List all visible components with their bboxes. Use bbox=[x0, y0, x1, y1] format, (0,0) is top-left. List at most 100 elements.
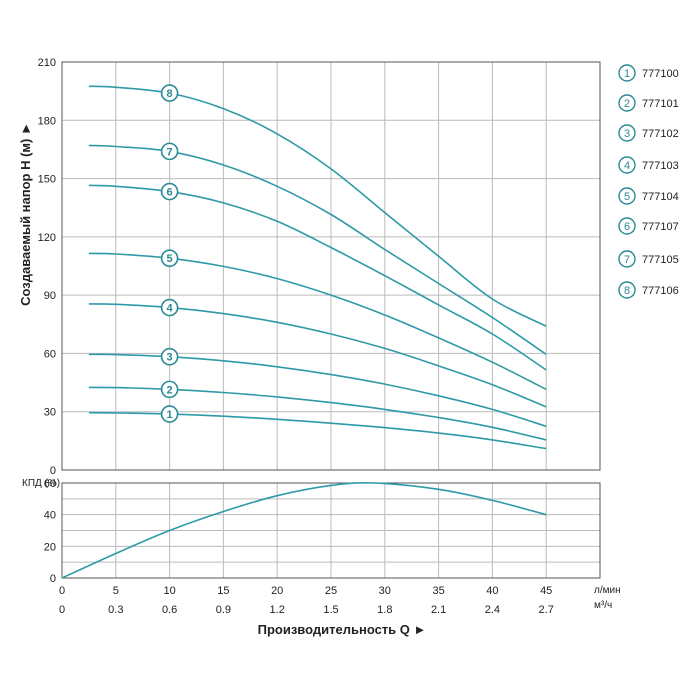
curve-marker-circle bbox=[160, 249, 179, 268]
head-y-tick-label: 30 bbox=[44, 407, 56, 419]
efficiency-y-tick-label: 60 bbox=[44, 478, 56, 490]
x-tick-label-secondary: 1.2 bbox=[270, 604, 285, 616]
x-tick-label-secondary: 2.1 bbox=[431, 604, 446, 616]
curve-marker-circle bbox=[160, 182, 179, 201]
head-curve-777101 bbox=[88, 386, 547, 441]
efficiency-y-tick-label: 40 bbox=[44, 510, 56, 522]
x-tick-label-secondary: 1.5 bbox=[323, 604, 338, 616]
curve-marker-label: 1 bbox=[167, 409, 173, 421]
curve-marker-circle bbox=[160, 380, 179, 399]
legend-entry-777106: 777106 bbox=[642, 285, 679, 297]
x-tick-label-primary: 45 bbox=[540, 585, 552, 597]
head-panel-frame bbox=[61, 61, 601, 471]
efficiency-curve bbox=[61, 481, 547, 579]
x-tick-label-primary: 15 bbox=[217, 585, 229, 597]
x-tick-label-secondary: 0 bbox=[59, 604, 65, 616]
curve-marker-label: 3 bbox=[167, 352, 173, 364]
x-tick-label-secondary: 0.9 bbox=[216, 604, 231, 616]
legend-entry-777107: 777107 bbox=[642, 221, 679, 233]
head-curve-777106 bbox=[88, 85, 547, 327]
legend-marker-circle bbox=[618, 124, 636, 142]
efficiency-axis-title: КПД (%) bbox=[22, 478, 60, 489]
x-tick-label-secondary: 0.6 bbox=[162, 604, 177, 616]
legend-marker-circle bbox=[618, 94, 636, 112]
x-tick-label-secondary: 2.7 bbox=[539, 604, 554, 616]
legend-marker-label: 6 bbox=[624, 221, 630, 233]
head-curves bbox=[88, 85, 547, 450]
efficiency-panel-frame bbox=[61, 482, 601, 579]
legend-entry-777102: 777102 bbox=[642, 128, 679, 140]
curve-marker-label: 2 bbox=[167, 384, 173, 396]
head-y-tick-label: 60 bbox=[44, 348, 56, 360]
legend-marker-label: 7 bbox=[624, 254, 630, 266]
efficiency-y-tick-label: 0 bbox=[50, 573, 56, 585]
x-tick-label-primary: 10 bbox=[163, 585, 175, 597]
legend-entry-777101: 777101 bbox=[642, 98, 679, 110]
curve-marker-label: 5 bbox=[167, 253, 173, 265]
x-tick-label-primary: 20 bbox=[271, 585, 283, 597]
head-curve-777104 bbox=[88, 252, 547, 391]
legend-marker-label: 8 bbox=[624, 285, 630, 297]
head-curve-777107 bbox=[88, 184, 547, 371]
curve-marker-label: 4 bbox=[167, 303, 174, 315]
x-tick-label-primary: 40 bbox=[486, 585, 498, 597]
efficiency-panel: 0 20 40 60 bbox=[44, 478, 601, 585]
legend-marker-circle bbox=[618, 281, 636, 299]
head-y-tick-label: 120 bbox=[38, 232, 56, 244]
efficiency-y-tick-label: 20 bbox=[44, 541, 56, 553]
head-y-ticks: 0 30 60 90 120 150 180 210 bbox=[38, 57, 56, 477]
legend-entry-777105: 777105 bbox=[642, 254, 679, 266]
x-unit-secondary: м³/ч bbox=[594, 600, 612, 611]
x-tick-label-secondary: 2.4 bbox=[485, 604, 500, 616]
head-y-tick-label: 0 bbox=[50, 465, 56, 477]
head-curve-777102 bbox=[88, 353, 547, 428]
head-curve-777105 bbox=[88, 144, 547, 356]
legend-marker-label: 5 bbox=[624, 191, 630, 203]
curve-marker-circle bbox=[160, 142, 179, 161]
x-tick-label-primary: 30 bbox=[379, 585, 391, 597]
legend-entry-777104: 777104 bbox=[642, 191, 679, 203]
head-grid bbox=[62, 62, 600, 470]
head-curve-777100 bbox=[88, 411, 547, 450]
efficiency-curve-line bbox=[61, 481, 547, 579]
legend-entry-777103: 777103 bbox=[642, 160, 679, 172]
curve-marker-label: 6 bbox=[167, 187, 173, 199]
x-tick-label-primary: 5 bbox=[113, 585, 119, 597]
efficiency-y-ticks: 0 20 40 60 bbox=[44, 478, 56, 585]
legend-marker-circle bbox=[618, 64, 636, 82]
x-unit-primary: л/мин bbox=[594, 585, 621, 596]
curve-marker-label: 7 bbox=[167, 146, 173, 158]
legend-marker-circle bbox=[618, 217, 636, 235]
curve-marker-circle bbox=[160, 405, 179, 423]
legend-marker-label: 4 bbox=[624, 160, 630, 172]
x-tick-label-secondary: 0.3 bbox=[108, 604, 123, 616]
head-curve-777103 bbox=[88, 303, 547, 408]
head-curves-panel: 0 30 60 90 120 150 180 210 1 2 3 4 5 6 7 8 bbox=[38, 57, 601, 477]
legend-marker-circle bbox=[618, 250, 636, 268]
head-axis-title: Создаваемый напор Н (м) ► bbox=[18, 122, 33, 306]
x-tick-label-primary: 25 bbox=[325, 585, 337, 597]
head-y-tick-label: 210 bbox=[38, 57, 56, 69]
x-axis-title: Производительность Q ► bbox=[258, 622, 427, 637]
curve-marker-circle bbox=[160, 298, 179, 317]
legend-marker-label: 2 bbox=[624, 98, 630, 110]
legend: 1 777100 2 777101 3 777102 4 777103 5 777104 6 7771… bbox=[618, 64, 679, 299]
head-y-tick-label: 150 bbox=[38, 174, 56, 186]
legend-entry-777100: 777100 bbox=[642, 68, 679, 80]
curve-marker-circle bbox=[160, 84, 179, 102]
x-axis-ticks: 0 0 5 0.3 10 0.6 15 0.9 20 1.2 25 1.5 30 1.8 35 2.1 40 2.… bbox=[59, 585, 554, 616]
head-y-tick-label: 180 bbox=[38, 115, 56, 127]
legend-marker-label: 1 bbox=[624, 68, 630, 80]
x-tick-label-primary: 0 bbox=[59, 585, 65, 597]
curve-markers: 1 2 3 4 5 6 7 8 bbox=[160, 84, 179, 423]
x-tick-label-secondary: 1.8 bbox=[377, 604, 392, 616]
curve-marker-label: 8 bbox=[167, 88, 173, 100]
head-y-tick-label: 90 bbox=[44, 290, 56, 302]
efficiency-grid bbox=[62, 482, 600, 578]
legend-marker-circle bbox=[618, 187, 636, 205]
legend-marker-label: 3 bbox=[624, 128, 630, 140]
legend-marker-circle bbox=[618, 156, 636, 174]
curve-marker-circle bbox=[160, 347, 179, 366]
x-tick-label-primary: 35 bbox=[432, 585, 444, 597]
